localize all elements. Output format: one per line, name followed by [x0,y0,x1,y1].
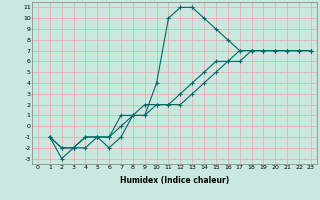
X-axis label: Humidex (Indice chaleur): Humidex (Indice chaleur) [120,176,229,185]
